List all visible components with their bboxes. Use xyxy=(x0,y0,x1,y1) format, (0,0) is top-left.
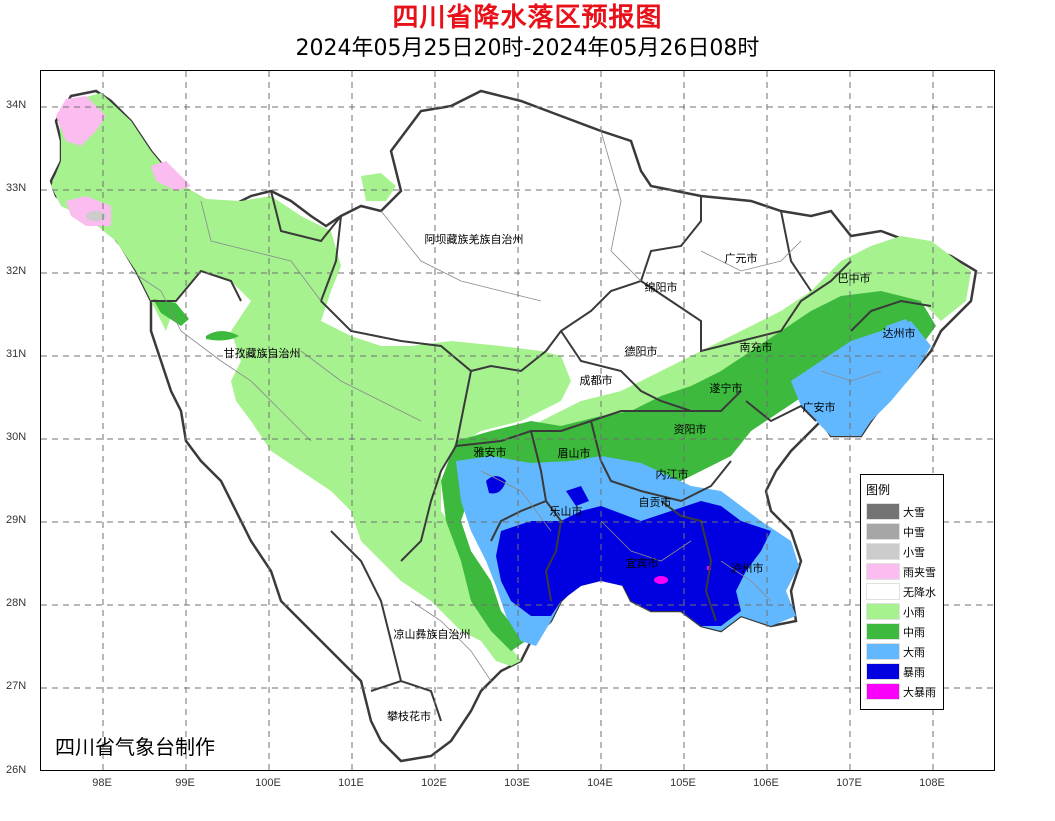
rainstorm-patch-leshan xyxy=(486,476,506,494)
credit-text: 四川省气象台制作 xyxy=(55,735,215,759)
longitude-tick-label: 105E xyxy=(670,777,696,789)
legend-label: 暴雨 xyxy=(903,666,925,679)
legend-label: 大雨 xyxy=(903,646,925,659)
latitude-tick-label: 33N xyxy=(6,182,27,194)
longitude-tick-label: 104E xyxy=(587,777,613,789)
region-label: 阿坝藏族羌族自治州 xyxy=(424,233,524,246)
region-label: 甘孜藏族自治州 xyxy=(223,347,301,360)
sleet-area-1 xyxy=(56,96,106,146)
longitude-tick-label: 99E xyxy=(175,777,195,789)
legend-swatch xyxy=(866,643,900,660)
region-label: 巴中市 xyxy=(837,272,871,285)
county-boundaries xyxy=(130,130,882,682)
light-rain-patch-north xyxy=(361,173,396,201)
region-label: 泸州市 xyxy=(730,562,764,575)
heavy-rain-patch-dazhou xyxy=(886,319,916,346)
region-label: 自贡市 xyxy=(638,496,672,509)
light-snow-patch xyxy=(86,211,106,221)
latitude-tick-label: 29N xyxy=(6,514,27,526)
latitude-tick-label: 27N xyxy=(6,680,27,692)
sleet-area-3 xyxy=(151,161,191,191)
region-label: 乐山市 xyxy=(549,505,583,518)
longitude-tick-label: 102E xyxy=(421,777,447,789)
region-label: 成都市 xyxy=(579,374,613,387)
region-label: 雅安市 xyxy=(473,446,507,459)
latitude-tick-label: 32N xyxy=(6,265,27,277)
latitude-tick-label: 30N xyxy=(6,431,27,443)
legend: 图例 大雪中雪小雪雨夹雪无降水小雨中雨大雨暴雨大暴雨 xyxy=(860,474,944,710)
legend-swatch xyxy=(866,663,900,680)
longitude-tick-label: 100E xyxy=(255,777,281,789)
longitude-tick-label: 107E xyxy=(836,777,862,789)
legend-label: 中雪 xyxy=(903,526,925,539)
longitude-tick-label: 103E xyxy=(504,777,530,789)
region-label: 凉山彝族自治州 xyxy=(393,628,471,641)
legend-swatch xyxy=(866,623,900,640)
region-label: 遂宁市 xyxy=(709,382,743,395)
latitude-tick-label: 34N xyxy=(6,99,27,111)
legend-label: 小雨 xyxy=(903,606,925,619)
moderate-rain-patch-ganzi-2 xyxy=(153,299,189,326)
legend-title: 图例 xyxy=(866,483,891,497)
map-title: 四川省降水落区预报图 xyxy=(392,3,663,33)
region-label: 广安市 xyxy=(802,401,836,414)
moderate-rain-patch-ganzi xyxy=(206,331,239,341)
latitude-tick-label: 28N xyxy=(6,597,27,609)
legend-label: 中雨 xyxy=(903,626,925,639)
region-label: 宜宾市 xyxy=(625,557,659,570)
legend-label: 无降水 xyxy=(903,586,936,599)
legend-swatch xyxy=(866,563,900,580)
legend-swatch xyxy=(866,683,900,700)
legend-swatch xyxy=(866,603,900,620)
light-rain-band-central xyxy=(521,236,971,451)
legend-swatch xyxy=(866,503,900,520)
region-label: 内江市 xyxy=(655,468,689,481)
region-label: 眉山市 xyxy=(557,447,591,460)
region-label: 绵阳市 xyxy=(644,281,678,294)
region-label: 德阳市 xyxy=(624,345,658,358)
region-label: 广元市 xyxy=(724,252,758,265)
legend-swatch xyxy=(866,523,900,540)
legend-label: 雨夹雪 xyxy=(903,566,936,579)
legend-swatch xyxy=(866,583,900,600)
rainstorm-area xyxy=(496,501,771,626)
heavy-rain-area-east xyxy=(791,321,931,436)
light-rain-area-west xyxy=(51,93,571,666)
longitude-tick-label: 98E xyxy=(92,777,112,789)
region-label: 攀枝花市 xyxy=(387,710,431,723)
region-label: 资阳市 xyxy=(673,423,707,436)
legend-swatch xyxy=(866,543,900,560)
longitude-tick-label: 101E xyxy=(338,777,364,789)
forecast-period: 2024年05月25日20时-2024年05月26日08时 xyxy=(295,36,760,61)
longitude-tick-label: 106E xyxy=(753,777,779,789)
rainstorm-patch-2 xyxy=(566,486,589,506)
precipitation-map xyxy=(41,71,994,770)
latitude-tick-label: 31N xyxy=(6,348,27,360)
legend-label: 大暴雨 xyxy=(903,686,936,699)
map-frame[interactable] xyxy=(40,70,995,771)
region-label: 南充市 xyxy=(739,341,773,354)
longitude-tick-label: 108E xyxy=(919,777,945,789)
latitude-tick-label: 26N xyxy=(6,764,27,776)
extreme-rainstorm-patch xyxy=(654,576,668,584)
region-label: 达州市 xyxy=(882,327,916,340)
legend-label: 小雪 xyxy=(903,546,925,559)
legend-label: 大雪 xyxy=(903,506,925,519)
